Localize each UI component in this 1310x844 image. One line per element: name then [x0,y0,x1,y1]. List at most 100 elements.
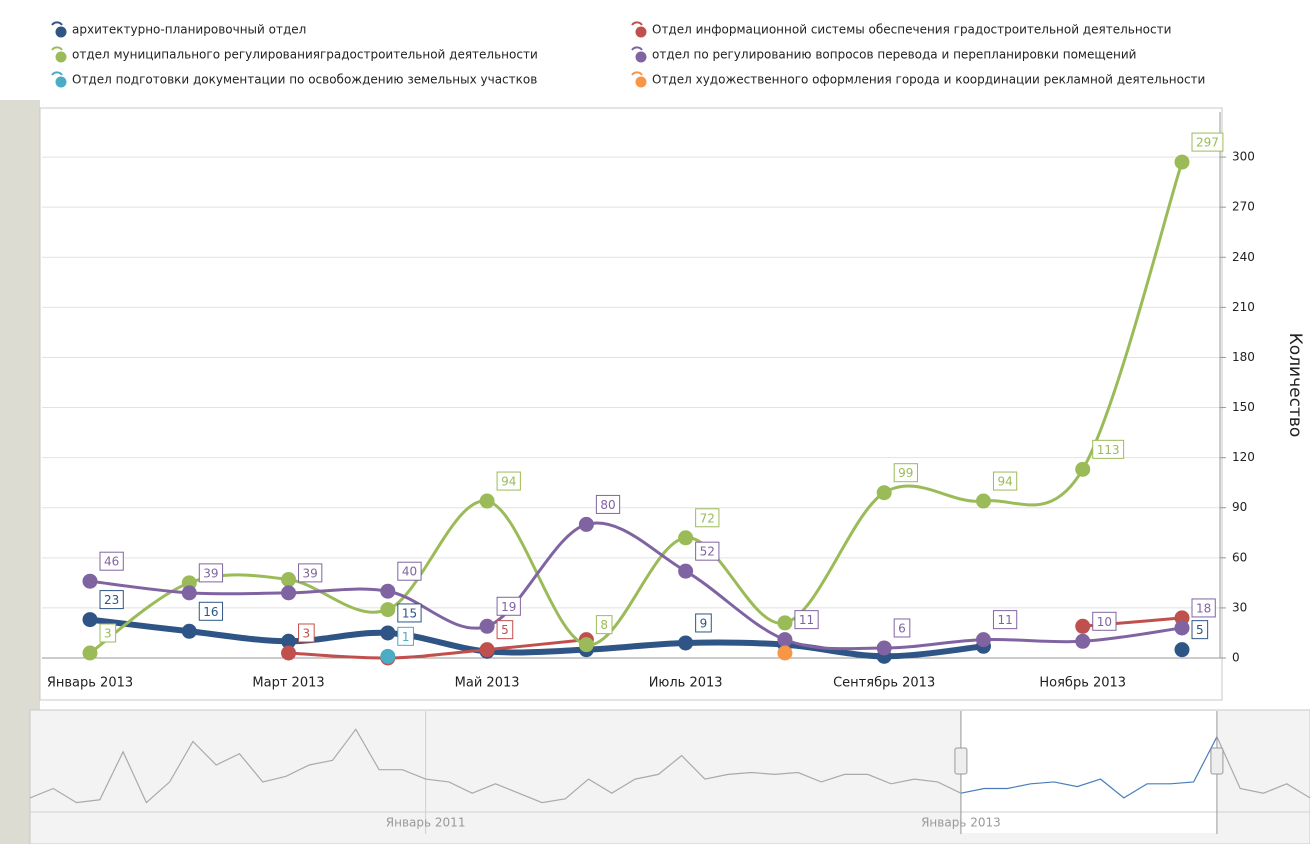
navigator-handle[interactable] [955,748,967,774]
legend-label: архитектурно-планировочный отдел [72,23,306,37]
data-label: 80 [596,495,619,513]
x-tick-label: Сентябрь 2013 [833,676,935,691]
x-tick-label: Январь 2013 [47,676,133,691]
data-label: 9 [696,614,712,632]
data-label-text: 72 [700,511,715,525]
data-label: 40 [398,562,421,580]
data-label: 23 [100,591,123,609]
legend-marker [56,27,67,38]
data-point [1075,462,1090,477]
data-point [480,619,495,634]
data-point [579,637,594,652]
legend-marker [636,52,647,63]
data-point [480,642,495,657]
data-point [678,530,693,545]
data-label-text: 3 [104,626,112,640]
data-point [480,494,495,509]
data-point [678,635,693,650]
data-label: 19 [497,597,520,615]
data-point [579,517,594,532]
y-tick-label: 270 [1232,200,1255,214]
data-label-text: 3 [303,626,311,640]
legend-label: отдел муниципального регулированиягра­до… [72,48,538,62]
legend-label: Отдел подготовки документации по освобож… [72,73,537,87]
data-label-text: 23 [104,593,119,607]
data-label-text: 46 [104,555,119,569]
y-tick-label: 300 [1232,150,1255,164]
data-label: 1 [398,627,414,645]
data-point [83,645,98,660]
data-label-text: 10 [1097,615,1112,629]
y-tick-label: 240 [1232,250,1255,264]
data-point [678,564,693,579]
data-point [777,632,792,647]
legend-marker [636,77,647,88]
data-label: 5 [497,621,513,639]
data-label-text: 5 [501,623,509,637]
y-tick-label: 30 [1232,600,1247,614]
data-point [976,632,991,647]
data-label: 52 [696,542,719,560]
data-point [281,645,296,660]
y-tick-label: 60 [1232,550,1247,564]
y-tick-label: 150 [1232,400,1255,414]
data-point [877,485,892,500]
data-label: 46 [100,552,123,570]
y-tick-label: 120 [1232,450,1255,464]
data-point [1175,155,1190,170]
legend-label: Отдел художественного оформления города … [652,73,1205,87]
data-label-text: 11 [799,613,814,627]
data-label: 72 [696,509,719,527]
data-label-text: 9 [700,616,708,630]
y-tick-label: 180 [1232,350,1255,364]
y-axis-title: Количество [1285,333,1305,438]
navigator-handle[interactable] [1211,748,1223,774]
legend-marker [636,27,647,38]
data-label: 3 [100,624,116,642]
data-label-text: 113 [1097,443,1120,457]
data-point [777,645,792,660]
y-tick-label: 0 [1232,651,1240,665]
data-label: 297 [1192,133,1223,151]
data-label-text: 6 [898,621,906,635]
data-label-text: 16 [203,605,218,619]
data-label-text: 297 [1196,136,1219,150]
y-tick-label: 90 [1232,500,1247,514]
data-point [1175,642,1190,657]
data-label: 16 [199,602,222,620]
data-label-text: 1 [402,630,410,644]
data-point [976,494,991,509]
data-label: 99 [894,464,917,482]
data-point [182,585,197,600]
data-point [83,574,98,589]
data-label-text: 52 [700,545,715,559]
data-label: 10 [1093,612,1116,630]
data-label: 113 [1093,440,1124,458]
data-label: 18 [1192,599,1215,617]
data-point [182,624,197,639]
data-label-text: 40 [402,565,417,579]
data-label-text: 5 [1196,623,1204,637]
navigator-label: Январь 2011 [386,816,466,830]
data-label-text: 18 [1196,601,1211,615]
data-point [380,649,395,664]
data-point [380,625,395,640]
legend-marker [56,77,67,88]
data-label: 8 [596,616,612,634]
data-label: 39 [299,564,322,582]
data-label-text: 80 [600,498,615,512]
legend-marker [56,52,67,63]
data-label-text: 11 [997,613,1012,627]
data-label-text: 94 [997,475,1012,489]
data-label: 11 [993,611,1016,629]
data-label: 11 [795,611,818,629]
y-tick-label: 210 [1232,300,1255,314]
data-point [777,615,792,630]
data-point [1075,634,1090,649]
data-point [83,612,98,627]
x-tick-label: Май 2013 [455,676,520,691]
data-label-text: 39 [303,566,318,580]
data-label: 5 [1192,621,1208,639]
legend-label: Отдел информационной системы обеспечения… [652,23,1171,37]
data-label: 94 [497,472,520,490]
